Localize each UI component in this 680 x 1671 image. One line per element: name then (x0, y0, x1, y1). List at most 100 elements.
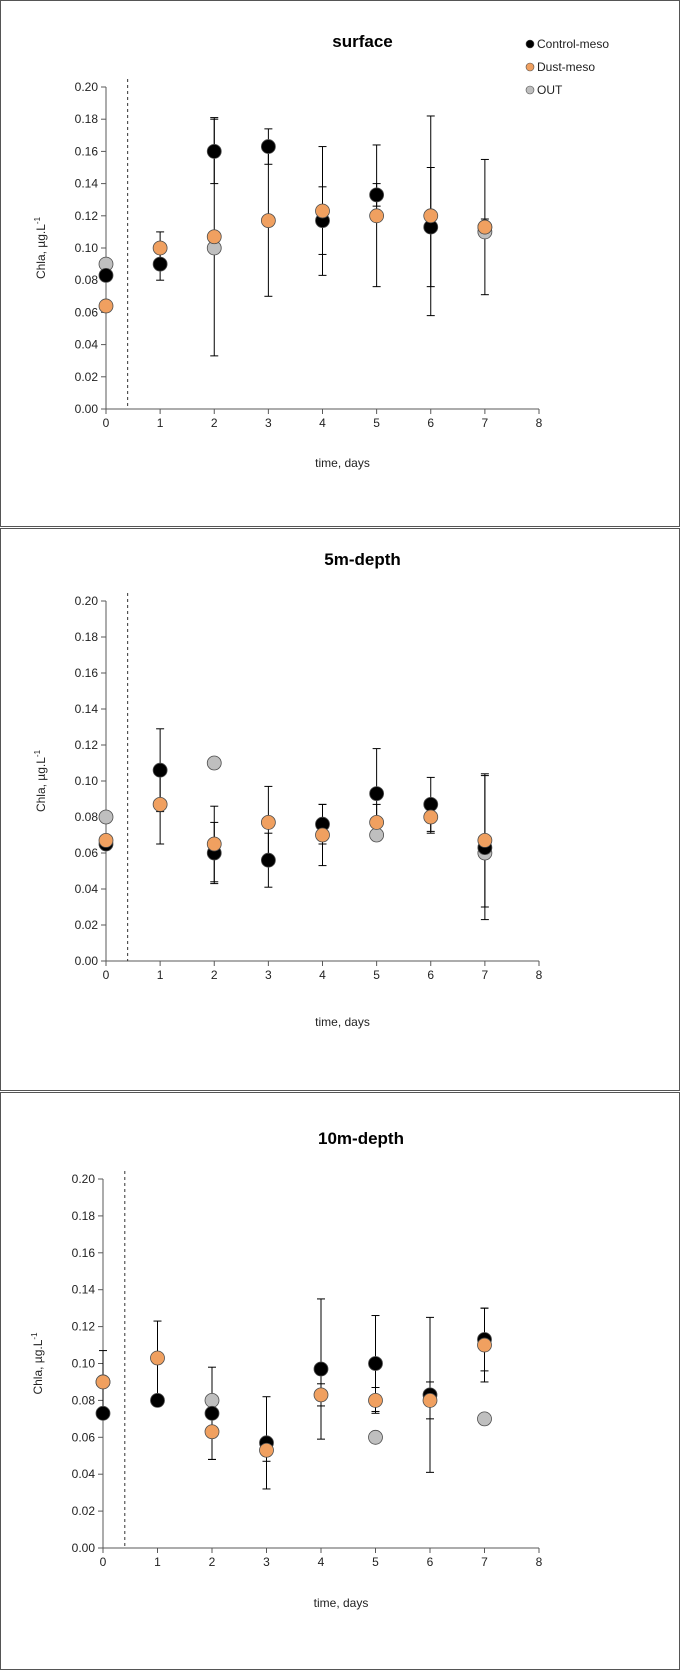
chart-title: 5m-depth (324, 550, 401, 569)
y-tick-label: 0.04 (75, 338, 99, 352)
data-point-dust (152, 796, 168, 812)
y-tick-label: 0.06 (75, 305, 99, 319)
data-point-dust (98, 832, 114, 848)
x-tick-label: 3 (263, 1555, 270, 1569)
y-tick-label: 0.12 (75, 209, 99, 223)
y-axis-label-sup: -1 (33, 216, 42, 224)
data-point-out (98, 809, 114, 825)
x-tick-label: 4 (319, 416, 326, 430)
data-point-control (98, 267, 114, 283)
data-point-dust (260, 814, 276, 830)
y-tick-label: 0.10 (75, 241, 99, 255)
chart-title: surface (332, 32, 392, 51)
data-point-dust (315, 203, 330, 219)
y-tick-label: 0.20 (75, 80, 99, 94)
y-tick-label: 0.18 (75, 630, 99, 644)
y-tick-label: 0.14 (75, 177, 99, 191)
x-tick-label: 2 (211, 968, 218, 982)
y-tick-label: 0.20 (72, 1172, 96, 1186)
data-point-dust (259, 1442, 274, 1458)
y-axis-label-sup: -1 (30, 1332, 39, 1340)
y-tick-label: 0.02 (75, 918, 99, 932)
x-tick-label: 7 (481, 1555, 488, 1569)
chart-5m-depth: 5m-depth 0.00 0.02 0.04 0.06 0.08 0.10 0.12 0.14… (33, 550, 543, 1029)
data-point-control (152, 256, 168, 272)
data-point-dust (206, 836, 222, 852)
y-tick-label: 0.16 (72, 1246, 96, 1260)
y-axis-label-main: Chla, µg.L (34, 757, 48, 812)
data-point-control (206, 143, 222, 159)
x-tick-label: 6 (427, 1555, 434, 1569)
data-point-control (152, 762, 168, 778)
x-axis-label: time, days (314, 1596, 369, 1610)
data-point-control (313, 1361, 329, 1377)
data-point-dust (477, 1337, 492, 1353)
x-tick-label: 5 (373, 968, 380, 982)
x-tick-label: 5 (373, 416, 380, 430)
y-tick-label: 0.08 (75, 273, 99, 287)
data-point-control (369, 187, 385, 203)
y-axis-label: Chla, µg.L-1 (30, 1332, 45, 1395)
y-axis-label: Chla, µg.L-1 (33, 216, 48, 279)
x-tick-label: 8 (536, 416, 543, 430)
data-point-control (423, 796, 439, 812)
y-tick-label: 0.12 (75, 738, 99, 752)
y-tick-label: 0.10 (75, 774, 99, 788)
x-tick-label: 3 (265, 416, 272, 430)
y-axis-label-main: Chla, µg.L (31, 1339, 45, 1394)
y-tick-label: 0.08 (75, 810, 99, 824)
x-tick-label: 0 (103, 416, 110, 430)
data-point-dust (150, 1350, 165, 1366)
legend-label-dust: Dust-meso (537, 60, 595, 74)
data-point-control (95, 1405, 111, 1421)
data-point-dust (206, 229, 222, 245)
y-tick-label: 0.18 (72, 1209, 96, 1223)
chart-panel-10m-depth: 10m-depth 0.00 0.02 0.04 0.06 0.08 0.10 0.12 0.1… (0, 1092, 680, 1670)
y-tick-label: 0.00 (72, 1541, 96, 1555)
y-tick-label: 0.16 (75, 666, 99, 680)
y-tick-label: 0.12 (72, 1320, 96, 1334)
y-tick-label: 0.14 (72, 1283, 96, 1297)
y-axis-label-sup: -1 (33, 749, 42, 757)
data-point-control (260, 852, 276, 868)
x-tick-label: 5 (372, 1555, 379, 1569)
y-tick-label: 0.00 (75, 402, 99, 416)
legend-label-control: Control-meso (537, 37, 609, 51)
data-point-dust (368, 1392, 383, 1408)
chart-panel-surface: surface 0.00 0.02 0.04 0.06 0.08 0.10 0.12 0.14 0… (0, 0, 680, 527)
data-point-dust (477, 219, 493, 235)
data-point-dust (315, 827, 330, 843)
data-point-dust (477, 832, 493, 848)
x-tick-label: 6 (427, 416, 434, 430)
y-tick-label: 0.08 (72, 1393, 96, 1407)
y-tick-label: 0.04 (75, 882, 99, 896)
y-tick-label: 0.06 (75, 846, 99, 860)
y-tick-label: 0.14 (75, 702, 99, 716)
data-point-dust (313, 1387, 329, 1403)
y-tick-label: 0.04 (72, 1467, 96, 1481)
data-point-out (477, 1411, 492, 1427)
x-tick-label: 8 (536, 1555, 543, 1569)
y-tick-label: 0.10 (72, 1357, 96, 1371)
data-point-out (204, 1392, 220, 1408)
y-axis-label-main: Chla, µg.L (34, 224, 48, 279)
data-point-control (204, 1405, 220, 1421)
data-point-dust (369, 814, 385, 830)
chart-surface: surface 0.00 0.02 0.04 0.06 0.08 0.10 0.12 0.14 0… (33, 32, 609, 470)
legend-label-out: OUT (537, 83, 563, 97)
data-point-dust (95, 1374, 111, 1390)
x-axis-label: time, days (315, 1015, 370, 1029)
legend-marker-dust (525, 62, 535, 72)
data-point-out (368, 1429, 383, 1445)
y-axis-label: Chla, µg.L-1 (33, 749, 48, 812)
x-tick-label: 2 (209, 1555, 216, 1569)
chart-panel-5m-depth: 5m-depth 0.00 0.02 0.04 0.06 0.08 0.10 0.12 0.14… (0, 528, 680, 1091)
legend-marker-out (525, 85, 535, 95)
y-tick-label: 0.18 (75, 112, 99, 126)
y-tick-label: 0.00 (75, 954, 99, 968)
data-point-dust (423, 809, 439, 825)
x-tick-label: 0 (103, 968, 110, 982)
x-tick-label: 4 (319, 968, 326, 982)
data-point-control (369, 786, 385, 802)
x-tick-label: 4 (318, 1555, 325, 1569)
